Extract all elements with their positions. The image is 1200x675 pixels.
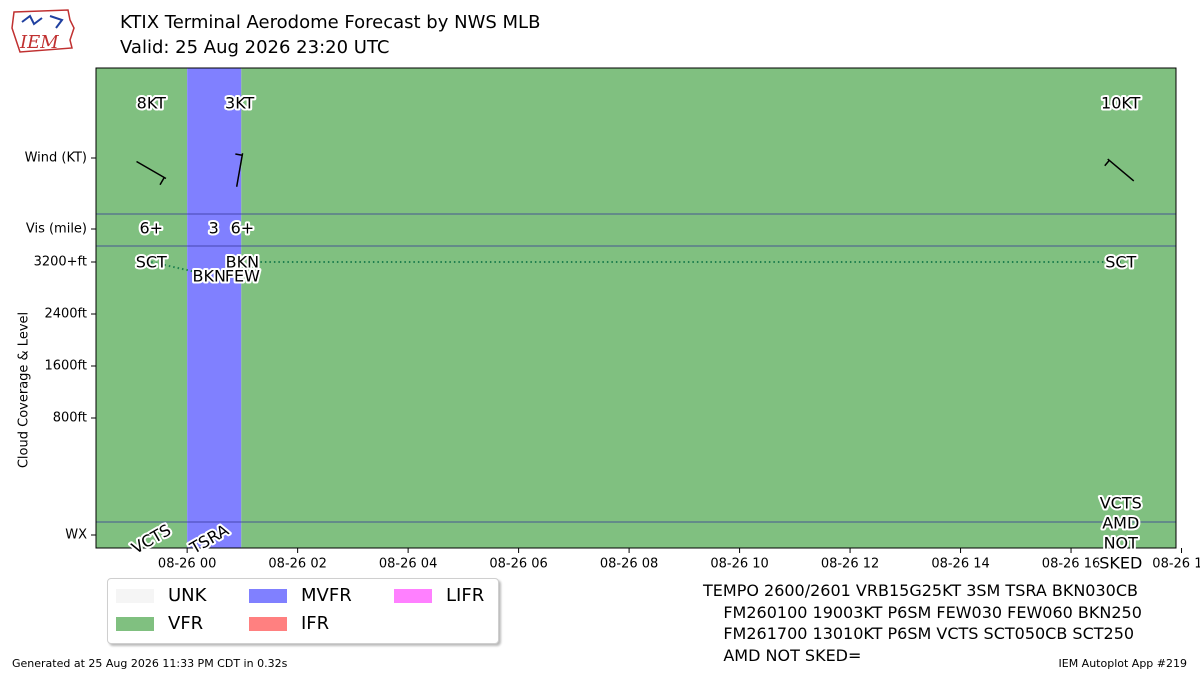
chart-title: KTIX Terminal Aerodome Forecast by NWS M…	[120, 12, 541, 33]
wind-speed-label: 10KT	[1101, 94, 1141, 113]
legend-swatch	[116, 588, 154, 603]
x-tick-label: 08-26 12	[821, 557, 879, 572]
cloud-coverage-label: SCT	[136, 253, 167, 272]
x-tick-label: 08-26 00	[158, 557, 216, 572]
plot-area	[96, 68, 1176, 548]
legend-item-mvfr: MVFR	[249, 585, 352, 606]
wind-barb	[136, 160, 167, 186]
x-tick-label: 08-26 02	[268, 557, 326, 572]
footer-app: IEM Autoplot App #219	[1058, 657, 1188, 670]
visibility-label: 6+	[139, 219, 163, 238]
cloud-level-line	[151, 261, 210, 276]
x-tick-label: 08-26 06	[489, 557, 547, 572]
wind-speed-label: 8KT	[137, 94, 166, 113]
legend-swatch	[394, 588, 432, 603]
flight-category-band	[187, 68, 242, 548]
flight-category-band	[96, 68, 188, 548]
weather-label: AMD	[1102, 514, 1139, 533]
taf-line: AMD NOT SKED=	[703, 645, 862, 665]
cloud-coverage-label: FEW	[225, 267, 260, 286]
cloud-coverage-label: BKN	[226, 253, 259, 272]
wind-barb-shaft	[1107, 158, 1135, 182]
legend-label: LIFR	[446, 585, 485, 606]
x-tick-label: 08-26 04	[379, 557, 437, 572]
wind-speed-label: 3KT	[225, 94, 254, 113]
flight-category-band	[241, 68, 1176, 548]
legend-item-ifr: IFR	[249, 613, 329, 634]
visibility-label: 6+	[231, 219, 255, 238]
y-tick-label: 1600ft	[44, 359, 87, 374]
taf-line: FM261700 13010KT P6SM VCTS SCT050CB SCT2…	[703, 624, 1135, 643]
wind-barb	[1104, 158, 1135, 182]
legend-label: UNK	[168, 585, 207, 606]
y-tick-label: 3200+ft	[34, 255, 87, 270]
taf-line: TEMPO 2600/2601 VRB15G25KT 3SM TSRA BKN0…	[703, 581, 1138, 600]
wind-barb-flag	[1104, 159, 1110, 167]
cloud-coverage-label: SCT	[1105, 253, 1136, 272]
y-tick-label: WX	[65, 528, 87, 543]
wind-barb-flag	[235, 153, 243, 156]
y-tick-label: 2400ft	[44, 307, 87, 322]
plot-frame	[95, 67, 1177, 549]
footer-generated: Generated at 25 Aug 2026 11:33 PM CDT in…	[12, 657, 288, 670]
taf-line: FM260100 19003KT P6SM FEW030 FEW060 BKN2…	[703, 602, 1142, 622]
legend-item-unk: UNK	[116, 585, 206, 606]
y-axis-label: Cloud Coverage & Level	[17, 312, 32, 468]
weather-label: SKED	[1099, 554, 1142, 573]
weather-label: VCTS	[1100, 494, 1142, 513]
x-tick-label: 08-26 10	[710, 557, 768, 572]
visibility-label: 3	[209, 219, 219, 238]
logo-text: IEM	[19, 32, 59, 53]
legend: UNK VFR MVFR IFR LIFR	[107, 578, 499, 644]
legend-swatch	[116, 616, 154, 631]
legend-swatch	[249, 588, 287, 603]
x-tick-label: 08-26 14	[931, 557, 989, 572]
legend-swatch	[249, 616, 287, 631]
cloud-coverage-label: BKN	[193, 267, 226, 286]
legend-label: IFR	[301, 613, 330, 634]
y-tick-label: Wind (KT)	[25, 151, 87, 166]
wind-barb-shaft	[136, 160, 167, 180]
iem-logo: IEM	[11, 9, 75, 53]
wind-barb-shaft	[235, 153, 244, 187]
y-tick-label: 800ft	[53, 411, 87, 426]
y-tick-label: Vis (mile)	[26, 222, 87, 237]
x-tick-label: 08-26 08	[600, 557, 658, 572]
chart-subtitle: Valid: 25 Aug 2026 23:20 UTC	[120, 37, 390, 58]
legend-item-vfr: VFR	[116, 613, 203, 634]
wind-barb-flag	[159, 177, 165, 186]
wind-barb	[235, 153, 244, 187]
taf-text: TEMPO 2600/2601 VRB15G25KT 3SM TSRA BKN0…	[703, 580, 1142, 666]
x-tick-label: 08-26 18	[1152, 557, 1200, 572]
legend-item-lifr: LIFR	[394, 585, 484, 606]
legend-label: MVFR	[301, 585, 352, 606]
x-tick-label: 08-26 16	[1042, 557, 1100, 572]
legend-label: VFR	[168, 613, 204, 634]
weather-label: NOT	[1104, 534, 1139, 553]
